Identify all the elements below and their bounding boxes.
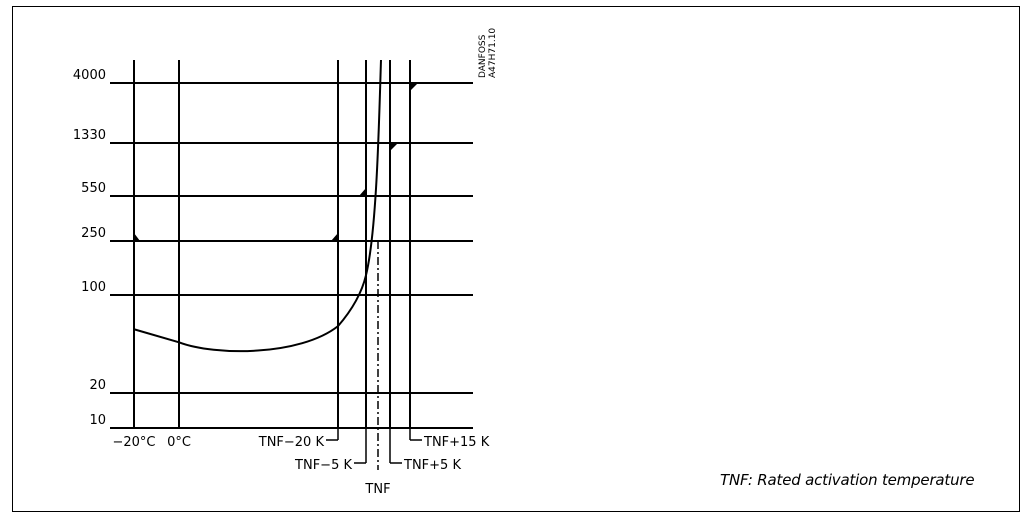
y-tick-10: 10 bbox=[89, 413, 106, 428]
marker-tnfm20-250 bbox=[331, 233, 338, 241]
x-label-tnf_plus15: TNF+15 K bbox=[423, 435, 490, 450]
drawing-code-line1: DANFOSS bbox=[478, 34, 488, 78]
x-label-tnf_plus5: TNF+5 K bbox=[403, 458, 461, 473]
marker-minus20-250 bbox=[134, 233, 140, 241]
drawing-code: DANFOSS A47H71.10 bbox=[478, 28, 498, 78]
x-label-tnf: TNF bbox=[364, 482, 390, 497]
x-label-tnf_minus20: TNF−20 K bbox=[258, 435, 325, 450]
x-label-minus20: −20°C bbox=[112, 435, 155, 450]
x-label-zero: 0°C bbox=[167, 435, 191, 450]
marker-tnfm5-550 bbox=[359, 188, 366, 196]
caption: TNF: Rated activation temperature bbox=[720, 471, 975, 489]
x-label-tnf_minus5: TNF−5 K bbox=[294, 458, 352, 473]
y-tick-4000: 4000 bbox=[73, 68, 106, 83]
y-tick-250: 250 bbox=[81, 226, 106, 241]
y-tick-550: 550 bbox=[81, 181, 106, 196]
y-tick-1330: 1330 bbox=[73, 128, 106, 143]
y-tick-20: 20 bbox=[89, 378, 106, 393]
marker-tnfp5-1330 bbox=[390, 143, 398, 151]
marker-tnfp15-4000 bbox=[410, 83, 418, 91]
drawing-code-line2: A47H71.10 bbox=[488, 27, 498, 78]
y-tick-100: 100 bbox=[81, 280, 106, 295]
activation-curve bbox=[133, 59, 382, 353]
